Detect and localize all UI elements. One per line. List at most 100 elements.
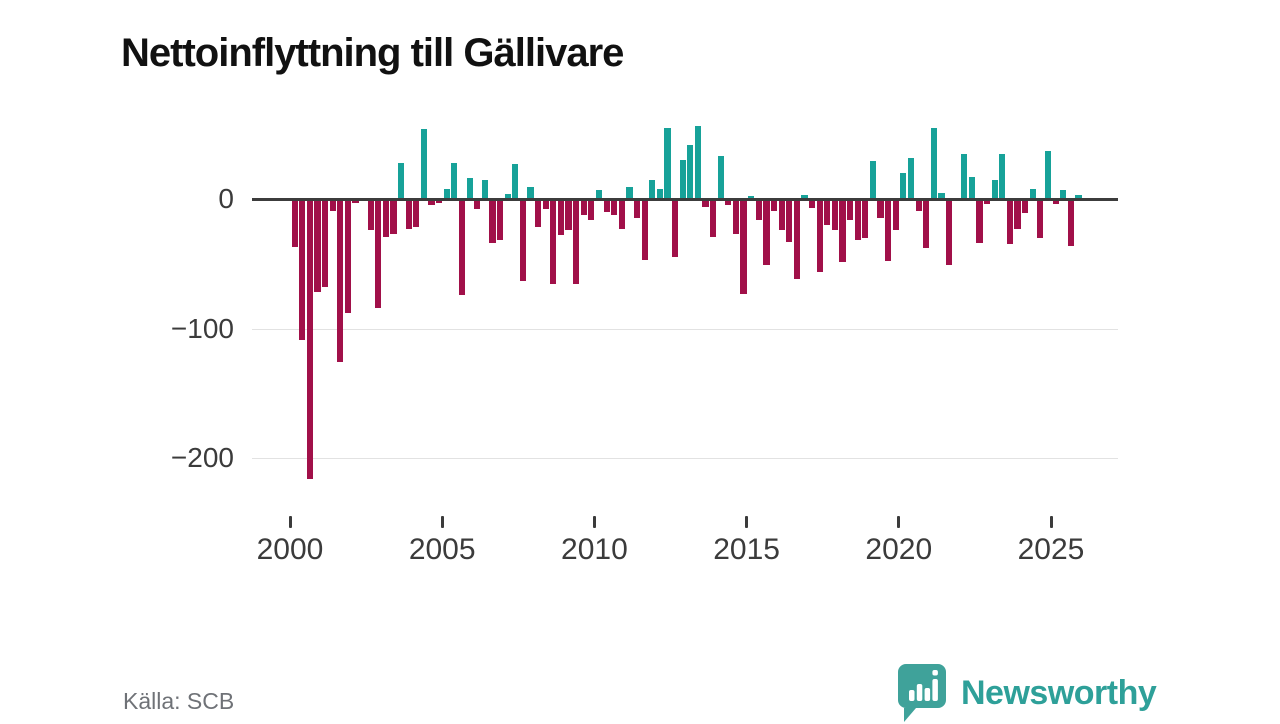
bar — [466, 178, 473, 199]
x-tick-mark — [897, 516, 901, 528]
newsworthy-logo-icon — [898, 664, 946, 722]
bar — [877, 199, 884, 219]
bar — [1006, 199, 1014, 245]
bar — [633, 199, 641, 219]
bar — [1029, 188, 1036, 199]
bar — [816, 199, 823, 272]
bar — [710, 199, 717, 237]
x-tick-mark — [288, 516, 292, 528]
bar — [907, 157, 915, 199]
bar — [725, 199, 732, 206]
bar — [831, 199, 838, 231]
x-tick-label: 2025 — [1017, 533, 1085, 566]
bar — [573, 199, 580, 285]
bar — [945, 199, 953, 266]
x-tick-mark — [1049, 516, 1053, 528]
bar — [976, 199, 983, 244]
newsworthy-logotype: Newsworthy — [961, 674, 1157, 712]
bar — [1075, 195, 1082, 199]
bar — [930, 127, 937, 199]
x-tick-mark — [745, 516, 749, 528]
bar — [291, 199, 298, 247]
bar — [512, 164, 519, 199]
bar — [314, 199, 321, 293]
bar — [717, 156, 724, 199]
bar — [1067, 199, 1074, 246]
source-note: Källa: SCB — [123, 688, 235, 714]
bar — [694, 126, 702, 199]
bar — [770, 199, 778, 211]
x-tick-label: 2005 — [408, 533, 476, 566]
bar — [611, 199, 618, 215]
bar — [786, 199, 793, 242]
bar — [618, 199, 625, 229]
bar — [557, 199, 565, 236]
bar — [550, 199, 557, 285]
bar — [923, 199, 930, 249]
bar — [344, 199, 351, 313]
bar — [641, 199, 648, 260]
bar — [732, 199, 740, 234]
bar — [1052, 199, 1059, 205]
x-tick-mark — [440, 516, 444, 528]
bar — [595, 189, 603, 199]
bar — [938, 192, 945, 199]
bar — [961, 153, 968, 199]
bar — [968, 176, 975, 199]
bar — [451, 162, 458, 199]
bar — [458, 199, 466, 295]
y-tick-label: −200 — [170, 442, 234, 473]
bar — [1060, 189, 1067, 199]
gridline — [252, 458, 1118, 459]
bar — [656, 188, 663, 199]
bar — [565, 199, 572, 231]
bar — [299, 199, 306, 341]
bar — [496, 199, 504, 241]
bar — [504, 193, 511, 199]
bar — [527, 187, 534, 199]
bar — [824, 199, 831, 225]
bar — [801, 195, 808, 199]
bar — [1044, 151, 1052, 199]
bar — [999, 153, 1006, 199]
bar — [885, 199, 892, 262]
bar — [1022, 199, 1029, 214]
page-title: Nettoinflyttning till Gällivare — [121, 30, 624, 75]
bar — [892, 199, 899, 231]
bar — [390, 199, 397, 234]
bar — [672, 199, 679, 258]
gridline — [252, 328, 1118, 330]
bar — [679, 160, 686, 199]
y-tick-label: −100 — [170, 312, 234, 344]
bar — [542, 199, 549, 210]
bar — [337, 199, 344, 363]
bar — [626, 187, 633, 199]
bar — [306, 199, 313, 479]
x-tick-label: 2020 — [865, 533, 933, 566]
bar — [436, 199, 443, 203]
x-tick-label: 2010 — [561, 533, 628, 566]
bar — [793, 199, 800, 280]
bar — [854, 199, 861, 241]
bar — [702, 199, 709, 207]
bar — [869, 161, 877, 199]
bar — [443, 188, 450, 199]
bar — [649, 179, 656, 199]
bar — [808, 199, 816, 209]
bar — [915, 199, 922, 211]
bar — [763, 199, 770, 266]
bar — [687, 144, 694, 199]
bar — [519, 199, 526, 281]
bar — [1014, 199, 1021, 229]
bar — [755, 199, 762, 220]
bar — [375, 199, 382, 308]
bar — [991, 179, 998, 199]
newsworthy-logo: Newsworthy — [898, 662, 1157, 724]
bar — [428, 199, 435, 206]
bar — [862, 199, 869, 238]
x-tick-label: 2000 — [256, 533, 324, 566]
bar — [900, 173, 907, 199]
bar — [984, 199, 991, 205]
